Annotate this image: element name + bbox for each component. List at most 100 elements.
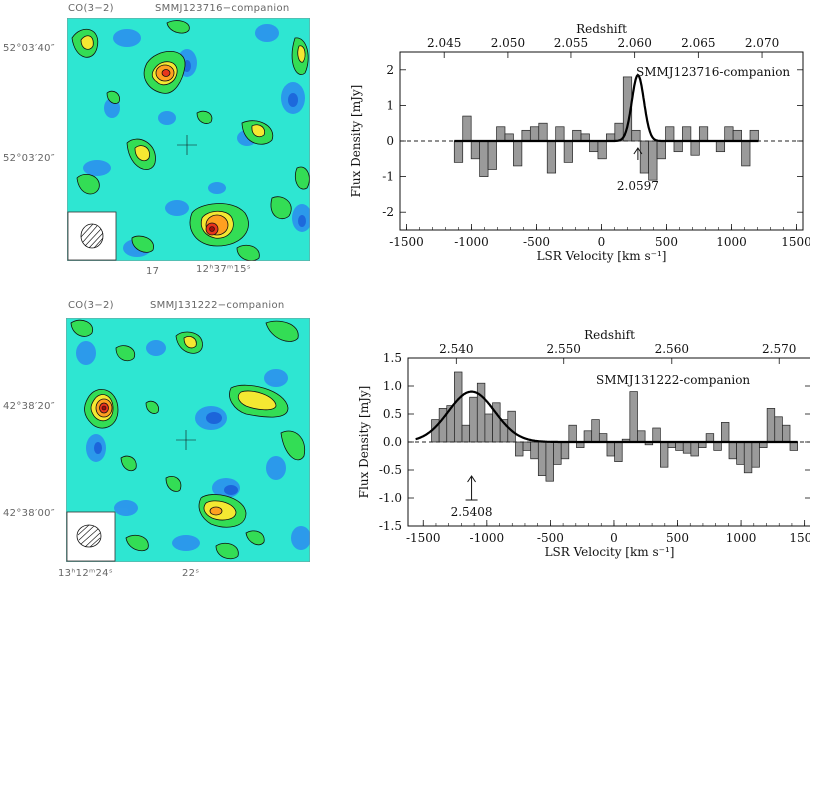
map1-source-label: SMMJ123716−companion bbox=[155, 3, 290, 14]
spectrum-bar bbox=[675, 441, 684, 451]
spectrum-bar bbox=[721, 422, 730, 443]
y-tick-label: 0.0 bbox=[383, 435, 402, 449]
map2-dec-tick-1: 42°38′20″ bbox=[3, 401, 55, 412]
spectrum-bar bbox=[479, 140, 489, 177]
x-tick-label: 1000 bbox=[716, 235, 747, 249]
spectrum-bar bbox=[690, 441, 699, 457]
y-tick-label: -2 bbox=[382, 205, 394, 219]
beam-ellipse bbox=[76, 524, 102, 548]
spectrum-bar bbox=[568, 424, 577, 443]
y-tick-label: 1 bbox=[386, 98, 394, 112]
spectrum-bar bbox=[513, 140, 523, 167]
map1-ra-tick-2: 12ʰ37ᵐ15ˢ bbox=[196, 264, 251, 275]
spectrum-bar bbox=[462, 115, 472, 142]
spectrum-bar bbox=[724, 126, 734, 142]
x-tick-label: 1000 bbox=[726, 531, 757, 545]
map2-line-label: CO(3−2) bbox=[68, 300, 114, 311]
x-tick-label: -1500 bbox=[406, 531, 441, 545]
spectrum-bar bbox=[589, 140, 599, 153]
spectrum-bar bbox=[774, 416, 783, 443]
spectrum-bar bbox=[522, 441, 532, 451]
spectrum-bar bbox=[598, 433, 608, 443]
spectrum-bar bbox=[715, 140, 726, 153]
spectrum-bar bbox=[487, 140, 497, 170]
x-tick-label: 500 bbox=[655, 235, 678, 249]
spectrum-bar bbox=[545, 441, 554, 482]
spectrum-bar bbox=[660, 441, 669, 468]
crosshair-marker bbox=[176, 430, 196, 450]
spectrum-bar bbox=[639, 140, 649, 174]
redshift-label: 2.5408 bbox=[451, 505, 493, 519]
spectrum-bar bbox=[629, 391, 638, 443]
x-axis-title: LSR Velocity [km s⁻¹] bbox=[537, 249, 667, 263]
spectrum-bar bbox=[741, 140, 751, 167]
top-tick-label: 2.050 bbox=[491, 36, 525, 50]
map2-source-label: SMMJ131222−companion bbox=[150, 300, 285, 311]
spectrum-bar bbox=[563, 140, 573, 163]
y-axis-title: Flux Density [mJy] bbox=[357, 386, 371, 499]
y-tick-label: 0.5 bbox=[383, 407, 402, 421]
y-tick-label: -0.5 bbox=[379, 463, 402, 477]
map1-dec-tick-2: 52°03′20″ bbox=[3, 153, 55, 164]
map2-dec-tick-2: 42°38′00″ bbox=[3, 508, 55, 519]
spectrum-smmj123716: -1500 -1000 -500 0 500 1000 1500 -2 -1 0 1 2 2.045 2.… bbox=[349, 22, 810, 263]
y-tick-label: 0 bbox=[386, 134, 394, 148]
top-tick-label: 2.540 bbox=[439, 342, 473, 356]
map1-line-label: CO(3−2) bbox=[68, 3, 114, 14]
x-tick-label: 0 bbox=[610, 531, 618, 545]
redshift-arrow-head bbox=[633, 147, 643, 155]
top-tick-label: 2.055 bbox=[554, 36, 588, 50]
gaussian-fit-line bbox=[415, 390, 798, 444]
spectrum-bar bbox=[560, 441, 570, 460]
spectrum-bar bbox=[743, 441, 753, 474]
spectrum-bar bbox=[538, 122, 548, 142]
beam-ellipse bbox=[80, 223, 104, 249]
spectrum-bar bbox=[515, 441, 524, 457]
spectrum-bar bbox=[470, 140, 480, 160]
x-tick-label: -1000 bbox=[454, 235, 489, 249]
x-tick-label: -1000 bbox=[470, 531, 505, 545]
x-tick-label: 0 bbox=[598, 235, 606, 249]
spectrum-bar bbox=[637, 430, 646, 443]
top-tick-label: 2.560 bbox=[655, 342, 689, 356]
map2-ra-tick-1: 13ʰ12ᵐ24ˢ bbox=[58, 568, 113, 579]
y-tick-label: 1.5 bbox=[383, 351, 402, 365]
redshift-label: 2.0597 bbox=[617, 179, 659, 193]
x-tick-label: -1500 bbox=[389, 235, 424, 249]
spectrum-bar bbox=[665, 126, 675, 142]
x-axis-title: LSR Velocity [km s⁻¹] bbox=[545, 545, 675, 559]
spectrum-bar bbox=[537, 441, 547, 476]
y-tick-label: 1.0 bbox=[383, 379, 402, 393]
spectrum-bar bbox=[713, 441, 722, 451]
y-tick-label: -1.0 bbox=[379, 491, 402, 505]
spectrum-bar bbox=[521, 129, 531, 142]
spectrum-bar bbox=[682, 126, 692, 142]
spectrum-bar bbox=[529, 126, 540, 142]
spectrum-bar bbox=[507, 410, 516, 443]
spectrum-smmj131222: -1500 -1000 -500 0 500 1000 1500 -1.5 -1.0 -0.5 0.… bbox=[357, 328, 810, 559]
spectrum-bar bbox=[736, 441, 745, 465]
spectrum-bar bbox=[546, 140, 557, 174]
y-tick-label: -1.5 bbox=[379, 519, 402, 533]
co32-map-smmj123716 bbox=[67, 18, 310, 261]
top-axis-title: Redshift bbox=[584, 328, 635, 342]
crosshair-marker bbox=[177, 135, 197, 155]
spectrum-bar bbox=[698, 126, 709, 142]
spectrum-bar bbox=[553, 441, 562, 465]
spectrum-bar bbox=[705, 433, 715, 443]
spectrum-bar bbox=[631, 129, 641, 142]
spectrum-bar bbox=[454, 371, 463, 443]
spectrum-bar bbox=[496, 126, 506, 142]
spectrum-bar bbox=[732, 129, 742, 142]
spectrum-bar bbox=[572, 129, 582, 142]
y-axis-title: Flux Density [mJy] bbox=[349, 85, 363, 198]
spectrum-bar bbox=[766, 408, 776, 443]
x-tick-label: 500 bbox=[666, 531, 689, 545]
spectrum-bar bbox=[751, 441, 760, 468]
spectrum-bar bbox=[484, 413, 493, 443]
x-tick-label: -500 bbox=[537, 531, 564, 545]
spectrum-bar bbox=[782, 424, 791, 443]
top-tick-label: 2.550 bbox=[547, 342, 581, 356]
map1-ra-tick-1: 17 bbox=[146, 266, 160, 277]
spectrum-bar bbox=[648, 140, 658, 181]
